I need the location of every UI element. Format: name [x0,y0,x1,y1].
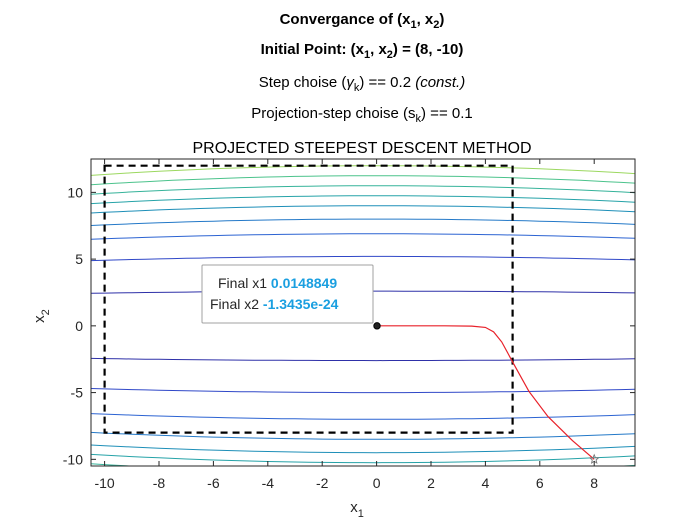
title-method: PROJECTED STEEPEST DESCENT METHOD [192,140,531,157]
constraint-box [103,164,514,434]
x-tick-label: -8 [153,475,166,491]
contour-line [91,195,635,205]
x-tick-label: 4 [482,475,490,491]
contour-line [91,205,635,214]
trajectory-line [377,325,595,460]
contour-line [91,413,635,420]
y-ticks: -10 -5 0 5 10 [63,184,635,467]
x-tick-label: 6 [536,475,544,491]
datatip-value-x2: -1.3435e-24 [263,296,339,312]
datatip-row-x2: Final x2 -1.3435e-24 [210,296,339,312]
title-convergence: Convergance of (x1, x2) [280,11,445,31]
contour-line [91,255,635,262]
datatip[interactable]: Final x1 0.0148849 Final x2 -1.3435e-24 [201,264,374,324]
x-ticks: -10 -8 -6 -4 -2 0 2 4 6 8 [94,159,598,491]
contour-line [91,165,635,176]
contour-line [91,175,635,186]
end-point-marker[interactable] [373,322,381,330]
title-projection-step: Projection-step choise (sk) == 0.1 [251,105,472,125]
datatip-box [201,264,374,324]
x-tick-label: 8 [590,475,598,491]
y-axis-label: x2 [31,309,52,323]
x-tick-label: -6 [207,475,220,491]
contour-line [91,453,635,464]
contour-line [91,233,635,240]
datatip-value-x1: 0.0148849 [271,275,337,291]
y-tick-label: -5 [71,385,84,401]
title-initial-point: Initial Point: (x1, x2) = (8, -10) [261,41,464,61]
contour-line [91,463,635,466]
contour-line [91,444,635,454]
x-tick-label: -4 [262,475,275,491]
x-tick-label: -10 [94,475,114,491]
y-tick-label: 5 [75,251,83,267]
contour-line [91,357,635,362]
axes-frame [90,158,636,467]
x-axis-label: x1 [350,499,364,520]
y-tick-label: 0 [75,318,83,334]
datatip-label-x1: Final x1 [218,275,267,291]
contour-line [91,470,635,479]
datatip-label-x2: Final x2 [210,296,259,312]
y-tick-label: -10 [63,451,83,467]
title-step-choice: Step choise (γk) == 0.2 (const.) [259,74,465,94]
contour-line [91,476,635,486]
datatip-row-x1: Final x1 0.0148849 [218,275,337,291]
contour-line [91,185,635,195]
contour-line [91,388,635,394]
x-tick-label: -2 [316,475,329,491]
contour-line [91,218,635,226]
x-tick-label: 2 [427,475,435,491]
contour-line [91,431,635,440]
y-tick-label: 10 [67,184,83,200]
contour-lines [91,165,635,486]
x-tick-label: 0 [373,475,381,491]
